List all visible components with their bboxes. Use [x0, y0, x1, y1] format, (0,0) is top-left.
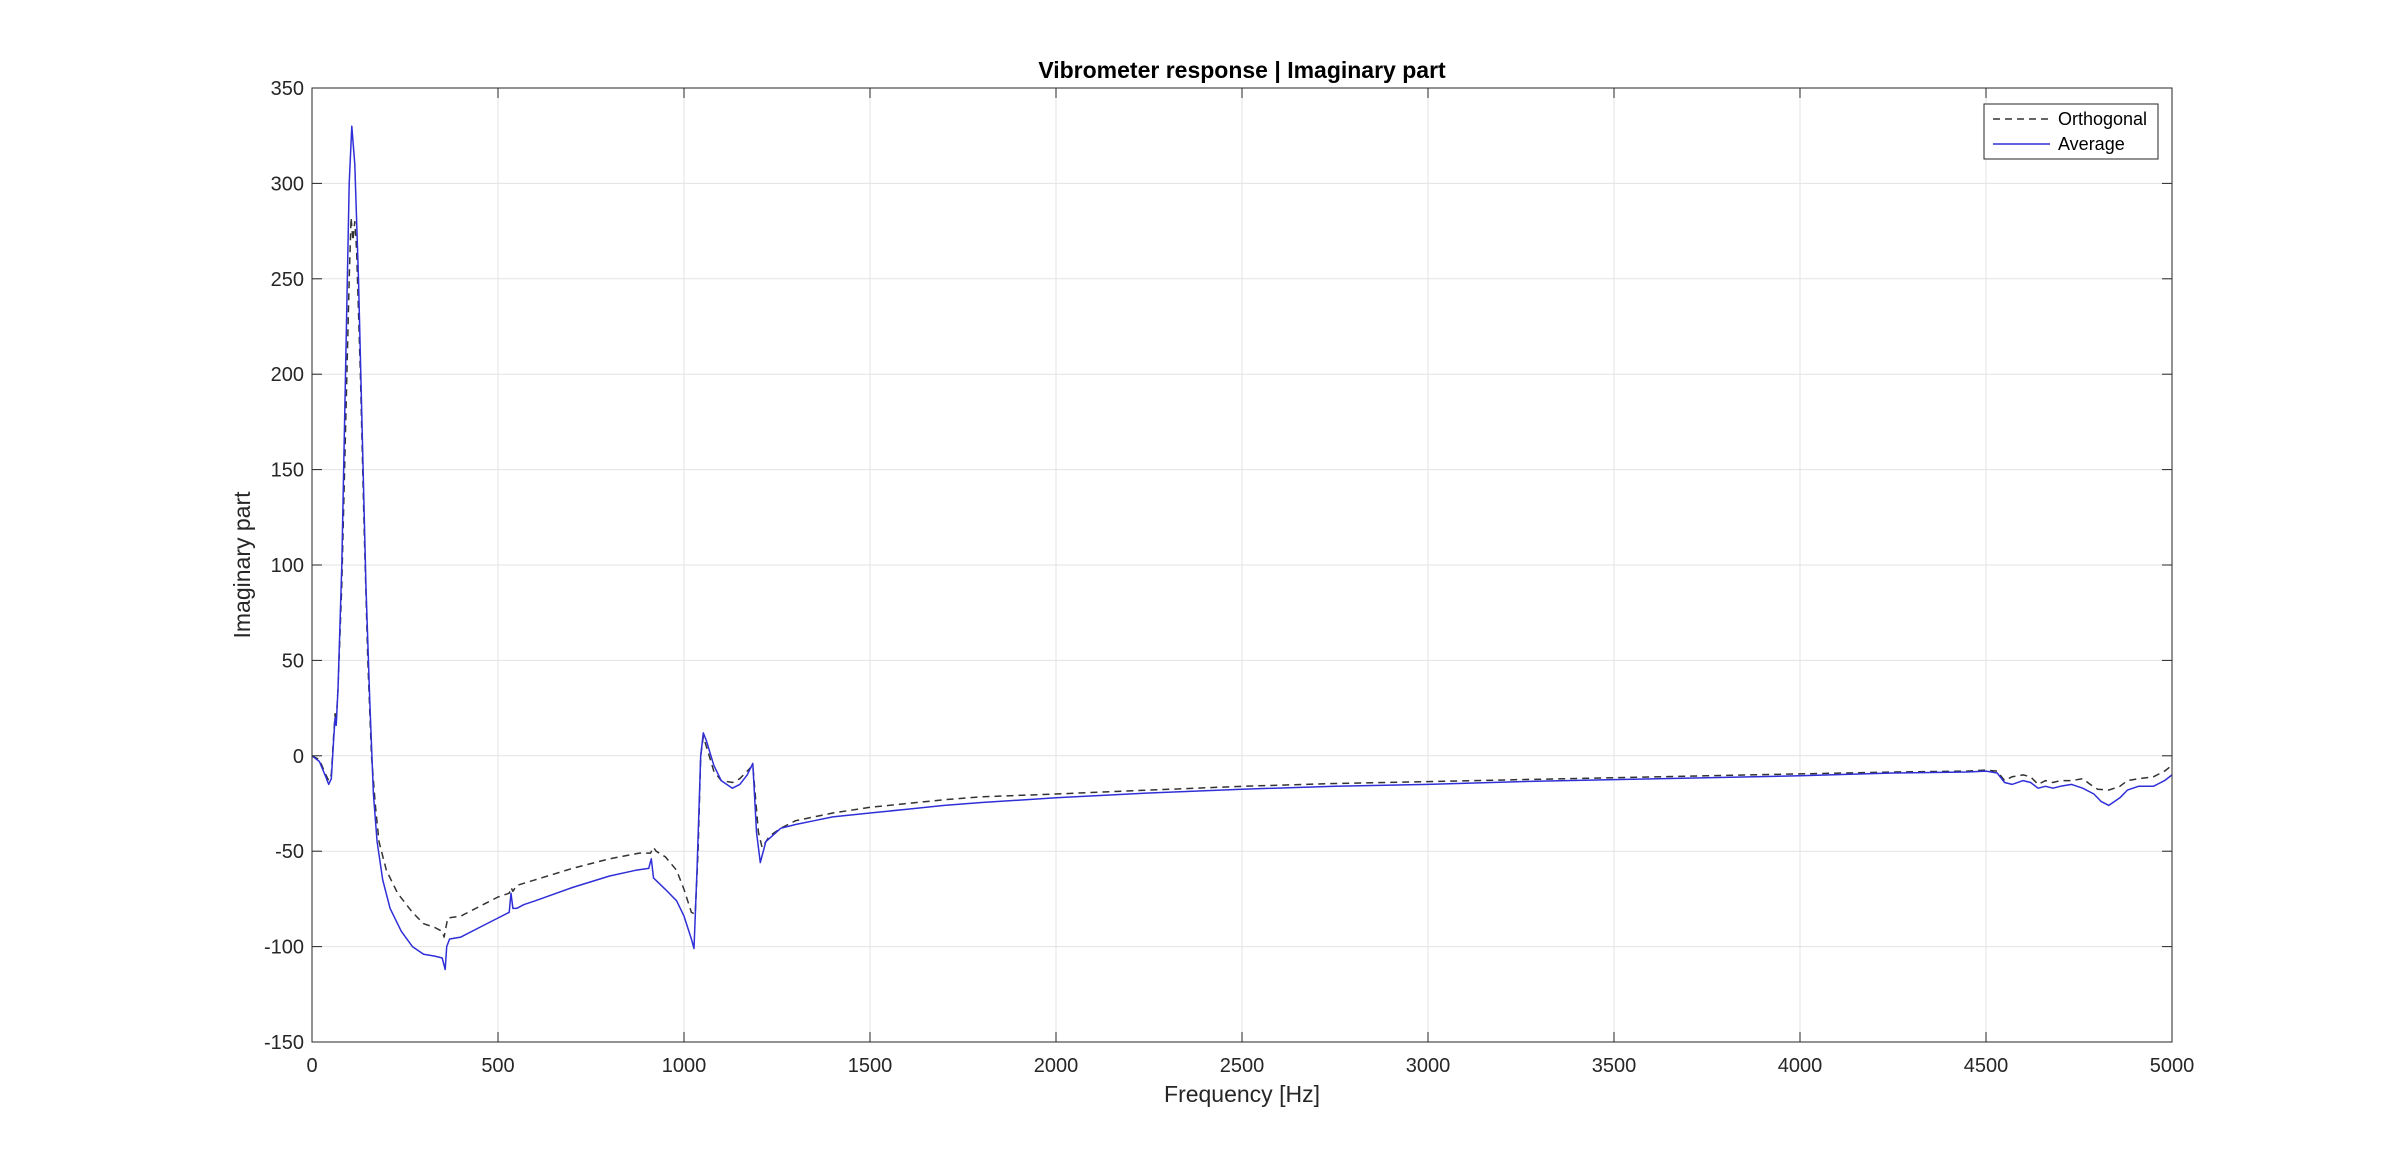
legend-label-orthogonal: Orthogonal — [2058, 109, 2147, 129]
grid-lines — [312, 88, 2172, 1042]
legend: Orthogonal Average — [1983, 103, 2159, 160]
x-tick-label: 4500 — [1964, 1055, 2009, 1077]
legend-label-average: Average — [2058, 134, 2125, 154]
y-tick-label: 150 — [271, 460, 304, 482]
x-tick-label: 3500 — [1592, 1055, 1637, 1077]
x-tick-label: 0 — [306, 1055, 317, 1077]
y-tick-label: -50 — [275, 841, 304, 863]
y-tick-label: 100 — [271, 555, 304, 577]
chart-title: Vibrometer response | Imaginary part — [1038, 57, 1446, 83]
y-tick-label: 250 — [271, 269, 304, 291]
series-line-average — [311, 125, 2173, 971]
y-tick-label: 350 — [271, 78, 304, 100]
y-tick-label: -150 — [264, 1032, 304, 1054]
series-line-orthogonal — [311, 216, 2173, 938]
y-tick-label: 50 — [282, 650, 304, 672]
x-tick-label: 4000 — [1778, 1055, 1823, 1077]
x-tick-label: 5000 — [2150, 1055, 2195, 1077]
y-tick-label: 300 — [271, 173, 304, 195]
axis-ticks: 0 500 1000 1500 2000 2500 3000 3500 4000 4500 5000… — [264, 78, 2194, 1077]
x-axis-label: Frequency [Hz] — [1164, 1081, 1320, 1107]
y-axis-label: Imaginary part — [229, 491, 255, 639]
x-tick-label: 2000 — [1034, 1055, 1079, 1077]
y-tick-label: 200 — [271, 364, 304, 386]
data-series — [311, 125, 2173, 971]
y-tick-label: 0 — [293, 746, 304, 768]
x-tick-label: 1500 — [848, 1055, 893, 1077]
x-tick-label: 500 — [481, 1055, 514, 1077]
x-tick-label: 1000 — [662, 1055, 707, 1077]
x-tick-label: 3000 — [1406, 1055, 1451, 1077]
x-tick-label: 2500 — [1220, 1055, 1265, 1077]
legend-box — [1983, 103, 2159, 160]
y-tick-label: -100 — [264, 937, 304, 959]
